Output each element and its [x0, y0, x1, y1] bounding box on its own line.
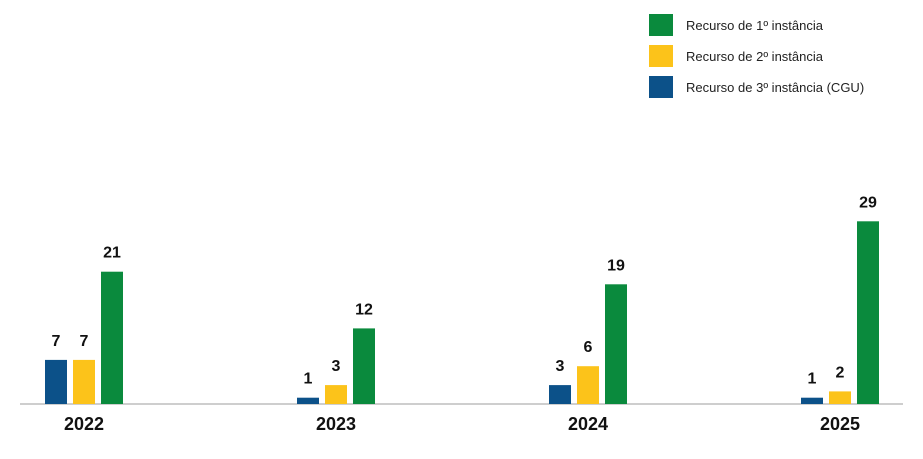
bar-2024-recurso-de-1-instancia: [605, 284, 627, 404]
x-tick-label-2023: 2023: [316, 414, 356, 434]
data-label-2025-recurso-de-3-instancia-cgu: 1: [808, 371, 817, 388]
data-label-2024-recurso-de-3-instancia-cgu: 3: [556, 358, 565, 375]
data-label-2022-recurso-de-3-instancia-cgu: 7: [52, 333, 61, 350]
bar-2024-recurso-de-2-instancia: [577, 366, 599, 404]
bar-2025-recurso-de-2-instancia: [829, 391, 851, 404]
legend-swatch-recurso-de-2-instancia: [649, 45, 673, 67]
x-tick-label-2025: 2025: [820, 414, 860, 434]
bar-2025-recurso-de-3-instancia-cgu: [801, 397, 823, 404]
data-label-2024-recurso-de-1-instancia: 19: [607, 257, 625, 274]
bar-2022-recurso-de-3-instancia-cgu: [45, 359, 67, 404]
bars-group: [45, 221, 879, 404]
legend-swatch-recurso-de-3-instancia-cgu: [649, 76, 673, 98]
data-label-2025-recurso-de-1-instancia: 29: [859, 194, 877, 211]
legend-label-recurso-de-1-instancia: Recurso de 1º instância: [686, 18, 824, 33]
data-label-2023-recurso-de-1-instancia: 12: [355, 301, 373, 318]
data-label-2024-recurso-de-2-instancia: 6: [584, 339, 593, 356]
bar-2022-recurso-de-2-instancia: [73, 359, 95, 404]
bar-2023-recurso-de-2-instancia: [325, 385, 347, 404]
legend-label-recurso-de-3-instancia-cgu: Recurso de 3º instância (CGU): [686, 80, 864, 95]
bar-2022-recurso-de-1-instancia: [101, 271, 123, 404]
x-tick-label-2022: 2022: [64, 414, 104, 434]
legend: Recurso de 1º instância Recurso de 2º ins…: [649, 14, 864, 98]
bar-2025-recurso-de-1-instancia: [857, 221, 879, 404]
data-label-2025-recurso-de-2-instancia: 2: [836, 364, 845, 381]
bar-2024-recurso-de-3-instancia-cgu: [549, 385, 571, 404]
legend-swatch-recurso-de-1-instancia: [649, 14, 673, 36]
legend-label-recurso-de-2-instancia: Recurso de 2º instância: [686, 49, 824, 64]
x-tick-label-2024: 2024: [568, 414, 608, 434]
bar-2023-recurso-de-1-instancia: [353, 328, 375, 404]
data-label-2023-recurso-de-2-instancia: 3: [332, 358, 341, 375]
data-label-2022-recurso-de-2-instancia: 7: [80, 333, 89, 350]
category-labels-group: 2022 2023 2024 2025: [64, 414, 860, 434]
bar-2023-recurso-de-3-instancia-cgu: [297, 397, 319, 404]
data-label-2022-recurso-de-1-instancia: 21: [103, 245, 121, 262]
data-label-2023-recurso-de-3-instancia-cgu: 1: [304, 371, 313, 388]
